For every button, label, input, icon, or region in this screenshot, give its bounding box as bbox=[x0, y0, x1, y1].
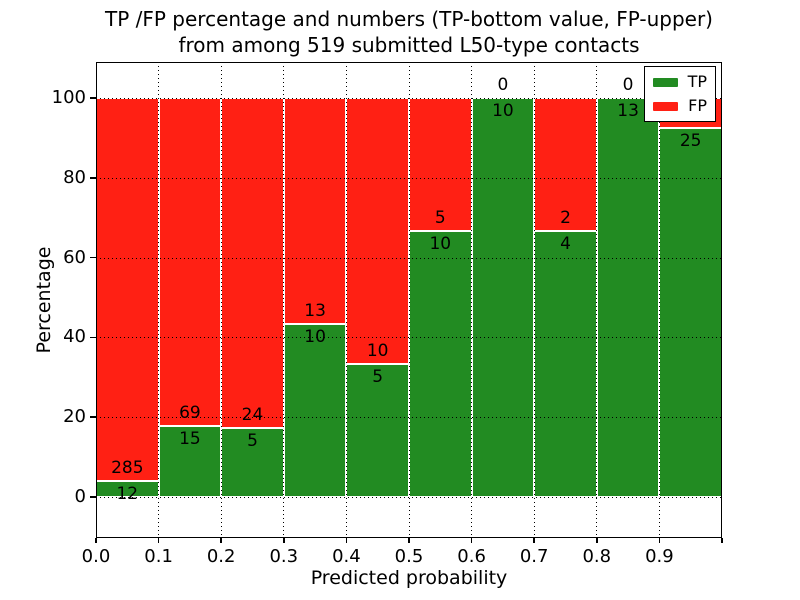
legend-entry-label: FP bbox=[688, 96, 707, 115]
x-tick-mark bbox=[721, 538, 723, 543]
x-tick-label: 0.7 bbox=[519, 546, 549, 567]
chart-title-line2: from among 519 submitted L50-type contac… bbox=[178, 33, 640, 57]
y-tick-label: 80 bbox=[63, 166, 86, 188]
y-tick-label: 60 bbox=[63, 246, 86, 268]
x-tick-mark bbox=[345, 538, 348, 543]
bar-segment-tp bbox=[596, 98, 660, 497]
x-tick-mark bbox=[95, 538, 97, 543]
y-tick-label: 100 bbox=[51, 87, 86, 108]
fp-count-label: 10 bbox=[366, 341, 389, 361]
x-tick-label: 0.0 bbox=[81, 546, 111, 567]
y-tick-label: 40 bbox=[63, 326, 86, 348]
y-tick-mark bbox=[90, 416, 96, 418]
tp-count-label: 10 bbox=[429, 233, 452, 254]
tp-count-label: 4 bbox=[560, 233, 571, 254]
fp-count-label: 0 bbox=[622, 75, 634, 95]
plot-area bbox=[96, 62, 722, 538]
vertical-gridline bbox=[283, 62, 285, 538]
y-tick-mark bbox=[90, 336, 96, 339]
x-tick-label: 0.5 bbox=[394, 546, 424, 567]
tp-count-label: 10 bbox=[492, 101, 514, 121]
vertical-gridline bbox=[158, 62, 160, 538]
plot-frame bbox=[96, 62, 722, 538]
y-tick-mark bbox=[90, 177, 96, 179]
fp-count-label: 0 bbox=[497, 75, 509, 95]
legend-entry-label: TP bbox=[687, 72, 707, 91]
fp-count-label: 24 bbox=[241, 405, 264, 426]
bar-segment-tp bbox=[659, 127, 722, 497]
fp-count-label: 285 bbox=[111, 457, 144, 478]
tp-count-label: 5 bbox=[372, 367, 384, 387]
bar-segment-tp bbox=[346, 364, 409, 497]
y-tick-label: 0 bbox=[74, 486, 86, 507]
vertical-gridline bbox=[533, 62, 535, 538]
vertical-gridline bbox=[658, 62, 660, 538]
x-tick-label: 0.2 bbox=[206, 546, 236, 567]
x-tick-label: 0.6 bbox=[457, 546, 486, 567]
tp-count-label: 25 bbox=[679, 130, 702, 151]
y-tick-mark bbox=[90, 97, 96, 99]
x-tick-mark bbox=[157, 538, 160, 543]
bar-segment-tp bbox=[158, 425, 222, 497]
legend-entry: FP bbox=[653, 98, 707, 114]
x-tick-mark bbox=[220, 538, 222, 543]
y-tick-mark bbox=[90, 256, 96, 259]
fp-count-label: 69 bbox=[179, 402, 201, 423]
x-tick-mark bbox=[408, 538, 410, 543]
tp-count-label: 10 bbox=[304, 326, 326, 347]
vertical-gridline bbox=[471, 62, 473, 538]
chart-title-line1: TP /FP percentage and numbers (TP-bottom… bbox=[105, 7, 713, 31]
chart-title: TP /FP percentage and numbers (TP-bottom… bbox=[96, 6, 722, 58]
y-tick-mark bbox=[90, 496, 96, 498]
x-tick-label: 0.9 bbox=[645, 546, 674, 567]
tp-count-label: 15 bbox=[179, 428, 201, 449]
tp-count-label: 13 bbox=[617, 101, 639, 121]
x-tick-label: 0.3 bbox=[269, 546, 299, 567]
legend: TP FP bbox=[644, 66, 716, 122]
legend-entry: TP bbox=[653, 74, 707, 90]
x-tick-mark bbox=[658, 538, 661, 543]
x-tick-label: 0.4 bbox=[332, 546, 361, 567]
x-tick-label: 0.1 bbox=[144, 546, 173, 567]
x-tick-mark bbox=[533, 538, 535, 543]
tp-count-label: 12 bbox=[116, 483, 139, 504]
fp-count-label: 13 bbox=[304, 300, 326, 321]
x-axis-label: Predicted probability bbox=[310, 567, 508, 589]
vertical-gridline bbox=[596, 62, 598, 538]
fp-count-label: 2 bbox=[560, 207, 571, 228]
vertical-gridline bbox=[220, 62, 222, 538]
vertical-gridline bbox=[345, 62, 347, 538]
tp-green-swatch-icon bbox=[653, 77, 678, 87]
fp-count-label: 5 bbox=[434, 207, 446, 228]
fp-red-swatch-icon bbox=[653, 101, 678, 111]
tp-count-label: 5 bbox=[247, 431, 258, 452]
bar-segment-fp bbox=[158, 98, 222, 426]
x-tick-label: 0.8 bbox=[582, 546, 612, 567]
x-tick-mark bbox=[470, 538, 473, 543]
vertical-gridline bbox=[408, 62, 410, 538]
bar-segment-tp bbox=[534, 230, 597, 497]
x-tick-mark bbox=[596, 538, 598, 543]
bar-segment-fp bbox=[409, 98, 472, 231]
x-tick-mark bbox=[283, 538, 285, 543]
y-tick-label: 20 bbox=[63, 406, 86, 428]
bar-segment-tp bbox=[471, 98, 535, 497]
